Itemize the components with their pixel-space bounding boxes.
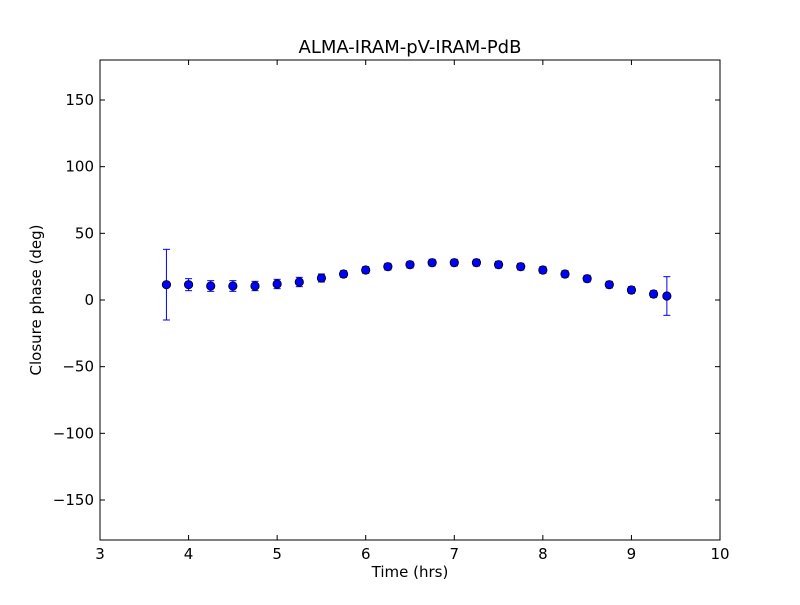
plot-area [100, 60, 720, 540]
x-tick-label: 8 [538, 545, 548, 563]
data-point [183, 278, 194, 292]
point-marker [338, 269, 349, 279]
data-point [604, 280, 614, 290]
point-marker [449, 258, 459, 268]
point-marker [361, 265, 371, 275]
point-marker [206, 281, 216, 291]
x-tick-label: 10 [710, 545, 729, 563]
x-tick-label: 5 [272, 545, 282, 563]
point-marker [516, 262, 526, 272]
data-point [206, 280, 216, 292]
y-tick-label: −150 [53, 491, 94, 509]
y-tick-label: 100 [65, 158, 94, 176]
y-tick-label: 0 [84, 291, 94, 309]
point-marker [161, 280, 172, 290]
point-marker [316, 273, 327, 283]
x-axis: 3 4 5 6 7 8 9 10 [95, 60, 730, 563]
data-point [383, 262, 393, 272]
point-marker [648, 289, 659, 299]
point-marker [626, 285, 637, 295]
data-point [582, 274, 592, 284]
point-marker [427, 258, 437, 268]
data-point [538, 265, 548, 275]
data-point [662, 276, 672, 316]
point-marker [250, 281, 260, 291]
x-tick-label: 9 [627, 545, 637, 563]
data-point [493, 260, 504, 270]
y-tick-label: 150 [65, 91, 94, 109]
point-marker [493, 260, 504, 270]
data-point [361, 265, 371, 275]
data-point [405, 260, 415, 270]
y-tick-label: 50 [75, 224, 94, 242]
chart-title: ALMA-IRAM-pV-IRAM-PdB [299, 37, 522, 58]
data-point [272, 278, 282, 290]
data-point [449, 258, 459, 268]
y-axis: −150 −100 −50 0 50 100 150 [53, 91, 720, 509]
x-tick-label: 6 [361, 545, 371, 563]
point-marker [662, 291, 672, 301]
data-point [427, 258, 437, 268]
x-axis-label: Time (hrs) [371, 563, 449, 581]
x-tick-label: 7 [450, 545, 460, 563]
data-point [471, 258, 482, 268]
data-point [250, 280, 260, 292]
data-point [626, 285, 637, 295]
data-point [294, 276, 304, 288]
point-marker [582, 274, 592, 284]
data-point [338, 269, 349, 279]
data-point [161, 248, 172, 321]
point-marker [383, 262, 393, 272]
data-point [516, 262, 526, 272]
point-marker [228, 281, 238, 291]
point-marker [604, 280, 614, 290]
x-tick-label: 3 [95, 545, 105, 563]
point-marker [560, 269, 570, 279]
point-marker [538, 265, 548, 275]
point-marker [272, 279, 282, 289]
data-point [560, 269, 570, 279]
y-axis-label: Closure phase (deg) [27, 225, 45, 376]
point-marker [405, 260, 415, 270]
y-tick-label: −100 [53, 424, 94, 442]
point-marker [183, 280, 194, 290]
x-tick-label: 4 [184, 545, 194, 563]
y-tick-label: −50 [62, 358, 94, 376]
data-point [648, 289, 659, 299]
point-marker [471, 258, 482, 268]
data-layer [161, 248, 672, 321]
data-point [316, 273, 327, 283]
point-marker [294, 277, 304, 287]
data-point [228, 280, 238, 292]
